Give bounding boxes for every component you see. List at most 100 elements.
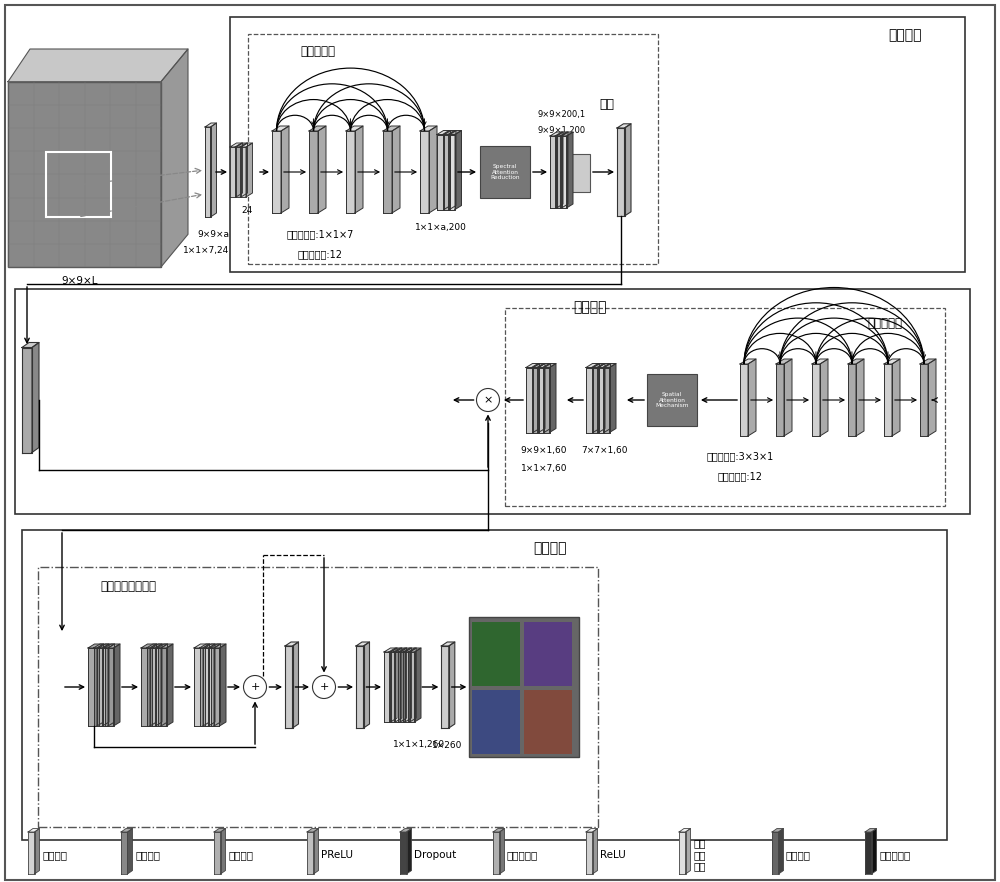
Polygon shape <box>772 832 778 874</box>
Polygon shape <box>856 359 864 436</box>
Polygon shape <box>537 368 544 432</box>
Bar <box>647 374 697 426</box>
Polygon shape <box>405 648 411 722</box>
Text: 9×9×L: 9×9×L <box>62 276 98 286</box>
Polygon shape <box>776 364 784 436</box>
Polygon shape <box>392 126 400 213</box>
Polygon shape <box>230 143 242 147</box>
Polygon shape <box>205 127 210 217</box>
Polygon shape <box>28 832 34 874</box>
Text: 卷积核大小:1×1×7: 卷积核大小:1×1×7 <box>286 229 354 239</box>
Bar <box>469 617 579 757</box>
Polygon shape <box>526 368 533 432</box>
Polygon shape <box>448 134 455 210</box>
Polygon shape <box>307 832 314 874</box>
Polygon shape <box>99 644 114 648</box>
Text: 卷积核数量:12: 卷积核数量:12 <box>718 471 763 481</box>
Polygon shape <box>161 49 188 267</box>
Polygon shape <box>455 131 462 210</box>
Text: 第二部分: 第二部分 <box>573 300 607 314</box>
Text: 9×9×200,1: 9×9×200,1 <box>538 109 586 118</box>
Polygon shape <box>309 126 326 131</box>
Polygon shape <box>307 828 318 832</box>
Polygon shape <box>560 132 573 136</box>
Polygon shape <box>544 363 551 432</box>
Polygon shape <box>560 136 566 208</box>
Polygon shape <box>592 368 598 432</box>
Polygon shape <box>88 648 97 726</box>
Text: 1×260: 1×260 <box>432 741 462 750</box>
Text: 线性分类器: 线性分类器 <box>879 850 910 860</box>
Polygon shape <box>533 363 540 432</box>
Polygon shape <box>141 648 150 726</box>
Polygon shape <box>235 143 247 147</box>
Polygon shape <box>356 642 370 646</box>
Polygon shape <box>158 644 173 648</box>
Polygon shape <box>28 828 40 832</box>
Polygon shape <box>22 342 39 348</box>
Polygon shape <box>395 648 402 722</box>
Polygon shape <box>593 828 598 874</box>
Polygon shape <box>532 363 545 368</box>
Bar <box>572 154 590 192</box>
Polygon shape <box>550 363 556 432</box>
Polygon shape <box>604 363 611 432</box>
Polygon shape <box>220 828 226 874</box>
Text: 24: 24 <box>241 206 253 214</box>
Circle shape <box>243 676 266 699</box>
Polygon shape <box>812 364 820 436</box>
Polygon shape <box>617 123 631 128</box>
Polygon shape <box>389 648 402 652</box>
Polygon shape <box>586 363 600 368</box>
Text: +: + <box>319 682 329 692</box>
Bar <box>472 690 520 754</box>
Polygon shape <box>214 828 226 832</box>
Polygon shape <box>429 126 437 213</box>
Polygon shape <box>203 644 210 726</box>
Polygon shape <box>884 359 900 364</box>
Polygon shape <box>128 828 132 874</box>
Polygon shape <box>214 644 220 726</box>
Polygon shape <box>493 828 505 832</box>
Polygon shape <box>740 364 748 436</box>
Polygon shape <box>555 136 562 208</box>
Polygon shape <box>272 126 289 131</box>
Polygon shape <box>383 126 400 131</box>
Polygon shape <box>437 131 451 134</box>
Polygon shape <box>208 644 215 726</box>
Polygon shape <box>420 131 429 213</box>
Text: 可变形卷积: 可变形卷积 <box>507 850 538 860</box>
Text: 第三部分: 第三部分 <box>533 541 567 555</box>
Polygon shape <box>121 828 132 832</box>
Polygon shape <box>586 828 598 832</box>
Polygon shape <box>407 828 412 874</box>
Polygon shape <box>22 348 32 452</box>
Text: Spatial
Attention
Mechanism: Spatial Attention Mechanism <box>655 392 689 408</box>
Polygon shape <box>205 644 220 648</box>
Polygon shape <box>597 368 604 432</box>
Polygon shape <box>285 642 298 646</box>
Polygon shape <box>441 642 455 646</box>
Polygon shape <box>400 648 407 722</box>
Text: 二维卷积: 二维卷积 <box>135 850 160 860</box>
Polygon shape <box>152 648 161 726</box>
Polygon shape <box>94 648 103 726</box>
Bar <box>505 308 945 506</box>
Polygon shape <box>241 143 247 197</box>
Polygon shape <box>104 644 120 648</box>
Text: 变形: 变形 <box>599 98 614 110</box>
Text: 9×9×1,200: 9×9×1,200 <box>538 125 586 134</box>
Polygon shape <box>121 832 128 874</box>
Polygon shape <box>617 128 624 216</box>
Polygon shape <box>146 644 162 648</box>
Polygon shape <box>281 126 289 213</box>
Text: 空间密集块: 空间密集块 <box>868 317 902 330</box>
Text: 卷积核数量:12: 卷积核数量:12 <box>298 249 342 259</box>
Polygon shape <box>566 132 573 208</box>
Text: 9×9×a: 9×9×a <box>197 229 229 238</box>
Polygon shape <box>141 644 157 648</box>
Polygon shape <box>444 131 451 210</box>
Bar <box>248 34 658 264</box>
Bar <box>524 690 572 754</box>
Polygon shape <box>562 132 568 208</box>
